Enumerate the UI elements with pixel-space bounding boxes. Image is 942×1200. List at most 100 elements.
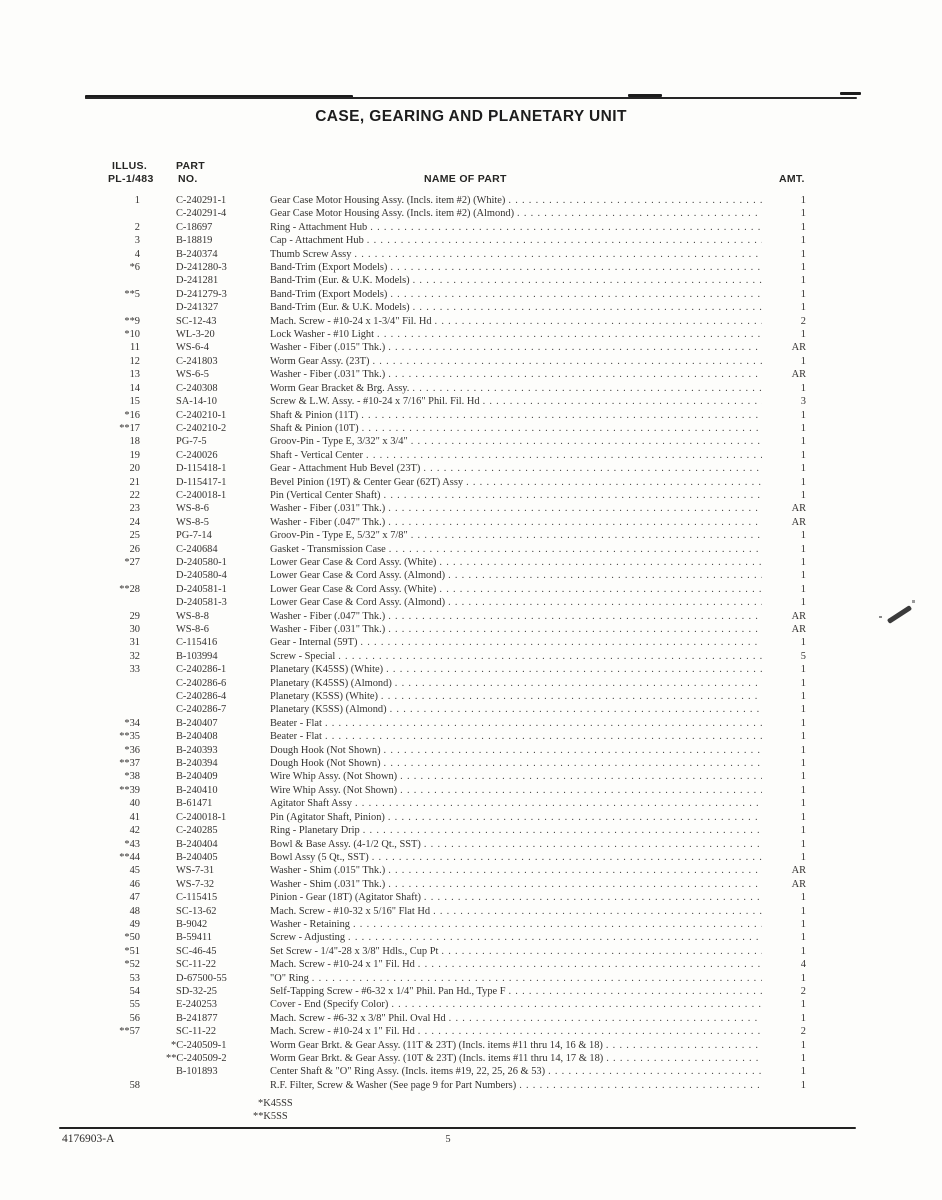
table-row: **17 C-240210-2 Shaft & Pinion (10T)......… [0,422,806,435]
part-number: WS-8-6 [176,503,209,515]
part-number: E-240253 [176,999,217,1011]
illus-number: 21 [129,476,140,488]
table-row: 24 WS-8-5 Washer - Fiber (.047" Thk.).....… [0,516,806,529]
table-row: *6 D-241280-3 Band-Trim (Export Models)...… [0,261,806,274]
part-name-cell: Washer - Fiber (.047" Thk.).............… [270,516,766,529]
illus-number: **5 [124,288,140,300]
amount: 1 [800,999,806,1011]
part-name-cell: Lower Gear Case & Cord Assy. (Almond)...… [270,569,766,582]
illus-number: **17 [119,422,140,434]
pen-mark [886,605,913,624]
amount: AR [791,342,806,354]
table-row: 3 B-18819 Cap - Attachment Hub............… [0,234,806,247]
amount: 1 [800,1012,806,1024]
part-name: Washer - Fiber (.031" Thk.) [270,624,386,635]
part-name: Washer - Fiber (.047" Thk.) [270,610,386,622]
table-row: B-101893 Center Shaft & "O" Ring Assy. (I… [0,1065,806,1078]
table-row: *50 B-59411 Screw - Adjusting.............… [0,931,806,944]
table-row: 46 WS-7-32 Washer - Shim (.031" Thk.).....… [0,878,806,891]
dot-leader: ........................................… [371,851,762,863]
part-name-cell: Wire Whip Assy. (Not Shown).............… [270,770,766,783]
dot-leader: ........................................… [386,664,762,676]
header-amount: AMT. [779,173,805,185]
part-name-cell: Lower Gear Case & Cord Assy. (White)....… [270,583,766,596]
amount: 1 [800,784,806,796]
table-row: **44 B-240405 Bowl Assy (5 Qt., SST)......… [0,851,806,864]
part-number: SD-32-25 [176,985,217,997]
illus-number: *38 [124,771,140,783]
part-name: Shaft & Pinion (11T) [270,409,359,421]
table-row: 13 WS-6-5 Washer - Fiber (.031" Thk.).....… [0,368,806,381]
part-name-cell: Beater - Flat...........................… [270,730,766,743]
dot-leader: ........................................… [423,892,762,904]
part-number: SC-46-45 [176,945,217,957]
table-row: 45 WS-7-31 Washer - Shim (.015" Thk.).....… [0,864,806,877]
part-name: Worm Gear Brkt. & Gear Assy. (10T & 23T)… [270,1053,604,1064]
part-name-cell: Shaft - Vertical Center.................… [270,449,766,462]
table-row: 41 C-240018-1 Pin (Agitator Shaft, Pinion)… [0,811,806,824]
table-row: C-240286-7 Planetary (K5SS) (Almond).....… [0,703,806,716]
illus-number: **9 [124,315,140,327]
illus-number: *43 [124,838,140,850]
part-number: WS-8-5 [176,516,209,528]
dot-leader: ........................................… [388,369,762,381]
dot-leader: ........................................… [410,436,762,448]
part-name-cell: Gear - Internal (59T)...................… [270,636,766,649]
illus-number: 14 [129,382,140,394]
amount: 1 [800,892,806,904]
illus-number: 42 [129,825,140,837]
table-row: *43 B-240404 Bowl & Base Assy. (4-1/2 Qt.,… [0,838,806,851]
table-row: 42 C-240285 Ring - Planetary Drip.........… [0,824,806,837]
illus-number: 54 [129,985,140,997]
amount: 1 [800,932,806,944]
part-name: Lock Washer - #10 Light [270,329,375,341]
part-name: Center Shaft & "O" Ring Assy. (Incls. it… [270,1066,546,1078]
part-name-cell: Mach. Screw - #10-24 x 1-3/4" Fil. Hd...… [270,315,766,328]
part-number: B-18819 [176,235,213,247]
part-name: Lower Gear Case & Cord Assy. (Almond) [270,597,446,609]
part-name-cell: Washer - Fiber (.031" Thk.).............… [270,502,766,515]
illus-number: 24 [129,516,140,528]
footnote-line: *K45SS [258,1098,293,1109]
part-number: C-240026 [176,449,218,461]
part-name: Groov-Pin - Type E, 3/32" x 3/4" [270,436,408,448]
part-number: **C-240509-2 [166,1053,227,1064]
part-number: C-240285 [176,825,218,837]
amount: 1 [800,664,806,676]
part-number: SC-12-43 [176,315,217,327]
amount: 1 [800,583,806,595]
amount: 1 [800,811,806,823]
part-number: D-240580-1 [176,556,227,568]
dot-leader: ........................................… [388,516,762,528]
dot-leader: ........................................… [412,302,762,314]
part-name: Wire Whip Assy. (Not Shown) [270,784,398,796]
part-number: D-241279-3 [176,288,227,300]
header-illus-line2: PL-1/483 [108,173,154,185]
part-number: C-240210-1 [176,409,227,421]
part-number: D-240581-3 [176,597,227,609]
top-rule-mid-segment [628,94,662,97]
part-number: B-241877 [176,1012,218,1024]
part-number: C-240018-1 [176,811,227,823]
amount: 1 [800,422,806,434]
part-name-cell: Worm Gear Brkt. & Gear Assy. (11T & 23T)… [270,1039,766,1052]
part-name-cell: Dough Hook (Not Shown)..................… [270,757,766,770]
illus-number: 13 [129,369,140,381]
amount: 1 [800,436,806,448]
table-row: 56 B-241877 Mach. Screw - #6-32 x 3/8" Phi… [0,1012,806,1025]
illus-number: 58 [129,1079,140,1091]
part-name-cell: Washer - Fiber (.031" Thk.).............… [270,623,766,636]
dot-leader: ........................................… [508,195,762,206]
table-row: 30 WS-8-6 Washer - Fiber (.031" Thk.).....… [0,623,806,636]
part-name: Mach. Screw - #10-24 x 1" Fil. Hd [270,1026,415,1038]
table-row: 31 C-115416 Gear - Internal (59T).........… [0,636,806,649]
illus-number: 2 [134,221,140,233]
part-name-cell: Set Screw - 1/4"-28 x 3/8" Hdls., Cup Pt… [270,945,766,958]
part-name-cell: "O" Ring................................… [270,972,766,985]
amount: 2 [800,985,806,997]
part-name: Band-Trim (Export Models) [270,288,388,300]
illus-number: 15 [129,396,140,408]
dot-leader: ........................................… [433,905,762,917]
table-row: **28 D-240581-1 Lower Gear Case & Cord Ass… [0,583,806,596]
part-name-cell: Dough Hook (Not Shown)..................… [270,744,766,757]
